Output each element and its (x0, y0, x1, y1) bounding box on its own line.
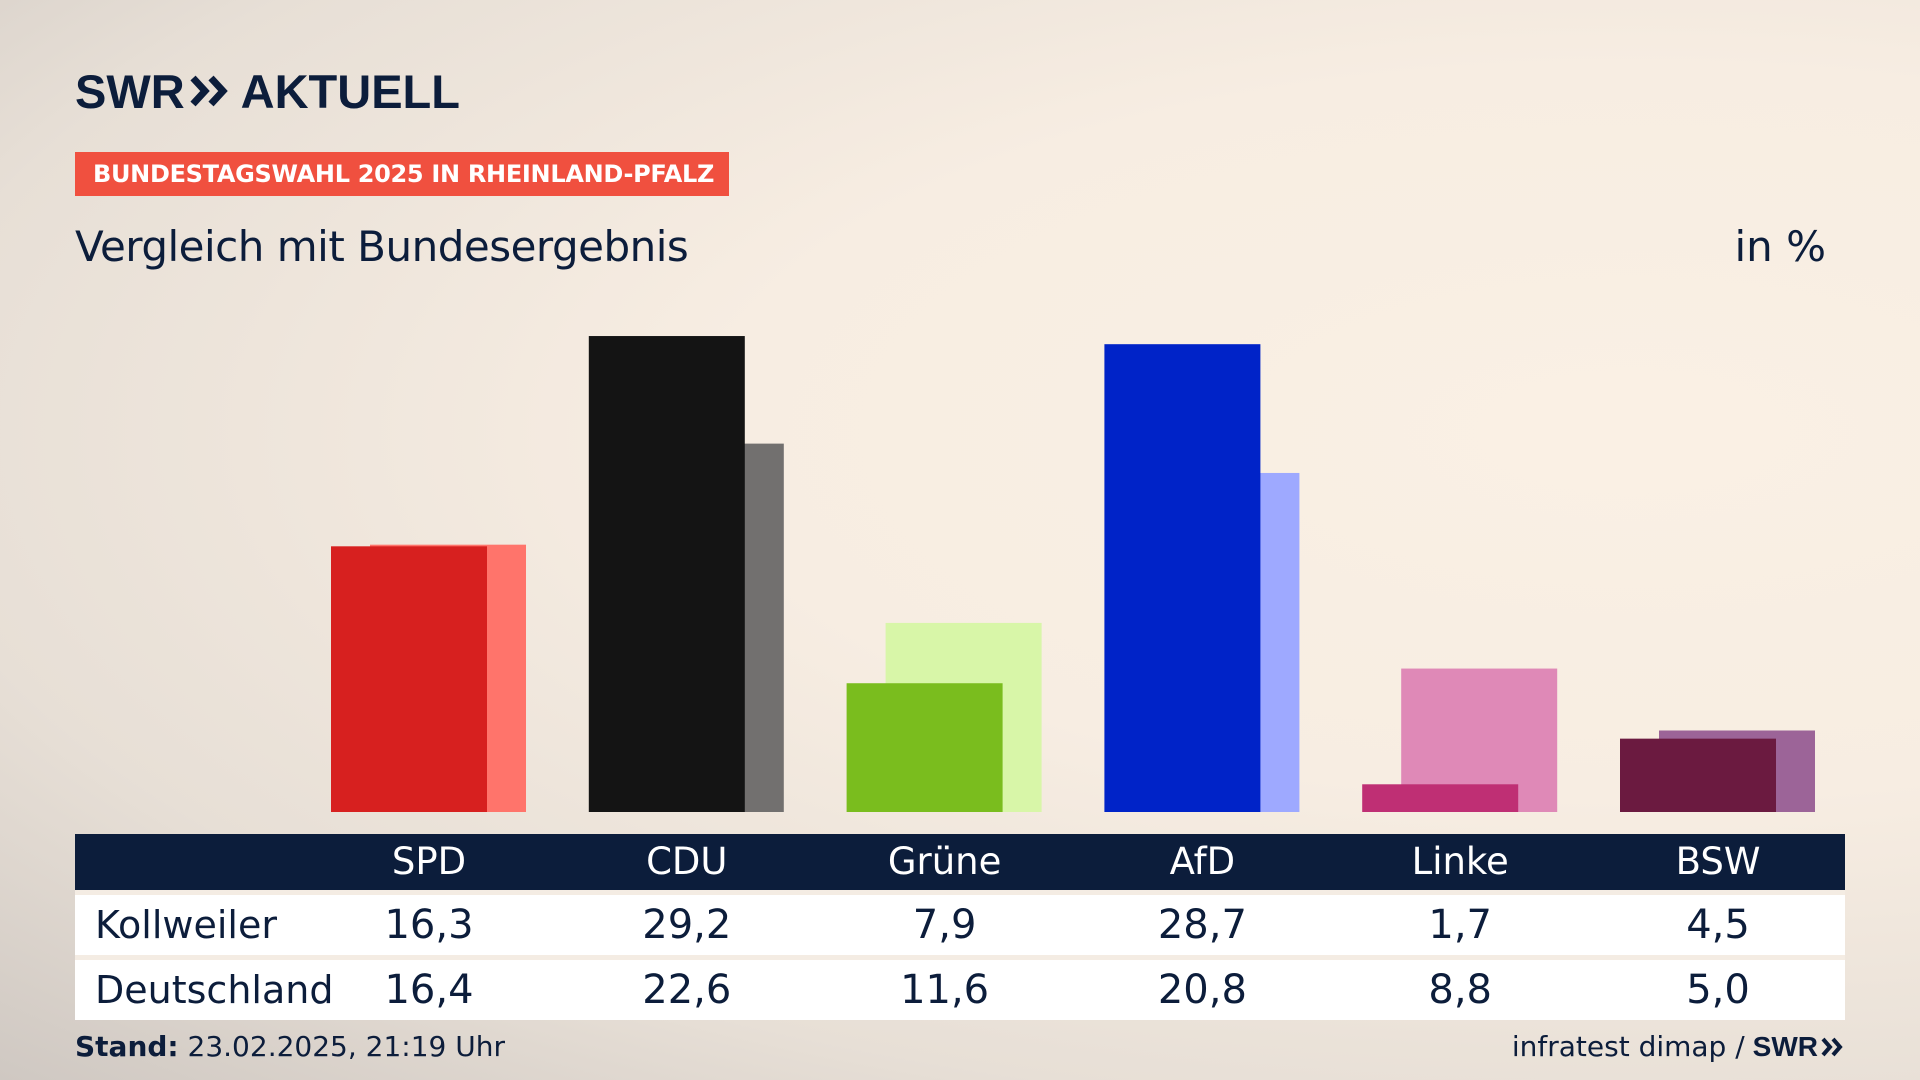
table-row-local: Kollweiler 16,3 29,2 7,9 28,7 1,7 4,5 (75, 890, 1845, 955)
value-cell: 7,9 (912, 902, 977, 948)
value-cell: 16,4 (384, 967, 474, 1013)
value-cell: 4,5 (1686, 902, 1750, 948)
value-cell: 11,6 (900, 967, 990, 1013)
results-table: SPD CDU Grüne AfD Linke BSW Kollweiler 16,3 29… (75, 834, 1845, 1020)
table-row-national: Deutschland 16,4 22,6 11,6 20,8 8,8 5,0 (75, 955, 1845, 1020)
value-cell: 16,3 (384, 902, 474, 948)
value-cell: 22,6 (642, 967, 732, 1013)
bar-kollweiler-cdu (588, 336, 745, 812)
value-cell: 20,8 (1157, 967, 1247, 1013)
unit-label: in % (1734, 222, 1826, 271)
bar-kollweiler-afd (1104, 344, 1261, 812)
row-label: Kollweiler (95, 903, 277, 947)
election-badge: BUNDESTAGSWAHL 2025 IN RHEINLAND-PFALZ (75, 152, 729, 196)
bar-chart (331, 336, 1815, 812)
value-cell: 1,7 (1428, 902, 1492, 948)
party-label: BSW (1675, 840, 1761, 883)
swr-aktuell-logo: SWR AKTUELL (75, 64, 460, 118)
swr-small-text: SWR (1752, 1030, 1818, 1062)
party-label: SPD (391, 840, 467, 883)
value-cell: 8,8 (1428, 967, 1492, 1013)
bar-kollweiler-linke (1362, 784, 1519, 812)
value-cell: 5,0 (1686, 967, 1750, 1013)
bar-kollweiler-bsw (1620, 738, 1776, 812)
party-label: AfD (1169, 840, 1236, 883)
value-cell: 29,2 (642, 902, 732, 948)
party-label: CDU (646, 840, 728, 883)
stand-label: Stand: (75, 1030, 179, 1063)
row-label: Deutschland (95, 968, 334, 1012)
logo-aktuell-text: AKTUELL (240, 64, 460, 118)
source-credit: infratest dimap / SWR (1512, 1030, 1845, 1063)
table-header: SPD CDU Grüne AfD Linke BSW (75, 834, 1845, 890)
value-cell: 28,7 (1157, 902, 1247, 948)
party-label: Linke (1411, 840, 1509, 883)
party-label: Grüne (887, 840, 1002, 883)
logo-swr-text: SWR (75, 64, 185, 118)
double-chevron-icon (1821, 1037, 1843, 1056)
source-text: infratest dimap / (1511, 1030, 1745, 1063)
stand-value: 23.02.2025, 21:19 Uhr (187, 1030, 505, 1063)
double-chevron-icon (190, 75, 228, 107)
chart-subtitle: Vergleich mit Bundesergebnis (75, 222, 689, 271)
timestamp: Stand: 23.02.2025, 21:19 Uhr (75, 1030, 505, 1063)
swr-small-logo: SWR (1753, 1031, 1845, 1063)
bar-kollweiler-spd (331, 546, 487, 812)
bar-kollweiler-grüne (846, 683, 1003, 812)
